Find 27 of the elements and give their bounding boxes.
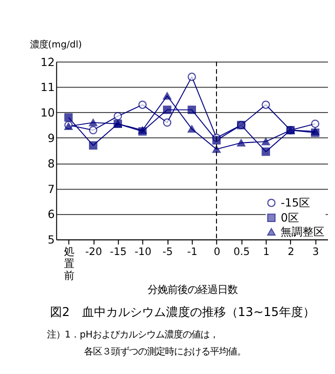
y-tick-label: 9 — [48, 132, 55, 145]
y-tick-label: 5 — [48, 234, 55, 247]
y-axis-title: 濃度(mg/dl) — [30, 40, 82, 51]
y-tick-label: 11 — [40, 81, 55, 94]
x-tick-label: 処置前 — [64, 246, 74, 282]
x-tick-label: 0.5 — [233, 246, 250, 258]
legend-label: -15区 — [280, 196, 310, 210]
y-tick-label: 6 — [48, 208, 55, 222]
x-tick-label: -10 — [134, 246, 152, 258]
x-tick-label: -15 — [110, 246, 127, 258]
legend-label: 無調整区 — [280, 226, 325, 239]
y-tick-label: 7 — [48, 182, 55, 196]
y-tick-label: 12 — [40, 56, 55, 69]
text: 注）1．pHおよびカルシウム濃度の値は， — [46, 330, 219, 341]
x-tick-label: -20 — [85, 246, 102, 258]
x-tick-label: 1 — [263, 246, 270, 258]
text: 図2 血中カルシウム濃度の推移（13~15年度） — [50, 305, 315, 320]
text: 各区３頭ずつの測定時における平均値。 — [84, 346, 246, 358]
x-axis-title: 分娩前後の経過日数 — [147, 284, 238, 296]
x-tick-label: 2 — [288, 246, 294, 258]
legend-label: 0区 — [280, 212, 299, 225]
y-tick-label: 10 — [40, 106, 55, 120]
y-tick-label: 8 — [48, 157, 55, 170]
x-tick-label: -1 — [187, 246, 198, 258]
x-tick-label: -5 — [162, 246, 173, 258]
x-tick-label: 3 — [312, 246, 319, 258]
x-tick-label: 0 — [214, 246, 220, 258]
